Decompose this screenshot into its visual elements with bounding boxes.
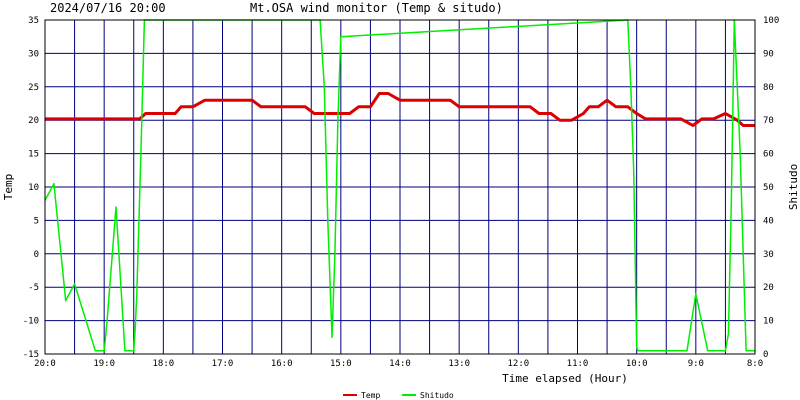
y-right-tick-label: 40 <box>763 216 774 226</box>
y-right-tick-label: 60 <box>763 150 774 160</box>
x-tick-label: 11:0 <box>567 359 589 369</box>
series-line-shitudo <box>44 19 755 352</box>
y-left-tick-label: 20 <box>28 116 39 126</box>
y-left-tick-label: 10 <box>28 183 39 193</box>
y-right-tick-label: 0 <box>763 350 768 360</box>
x-tick-label: 9:0 <box>688 359 704 369</box>
x-axis-label: Time elapsed (Hour) <box>502 372 628 385</box>
x-tick-label: 14:0 <box>389 359 411 369</box>
y-right-tick-label: 100 <box>763 16 779 26</box>
plot-frame <box>44 19 756 355</box>
y-left-tick-label: 5 <box>34 216 39 226</box>
x-tick-label: 20:0 <box>34 359 56 369</box>
chart-timestamp: 2024/07/16 20:00 <box>50 1 166 15</box>
x-tick-label: 18:0 <box>152 359 174 369</box>
y-left-tick-label: 35 <box>28 16 39 26</box>
y-left-tick-label: -5 <box>28 283 39 293</box>
x-tick-label: 15:0 <box>330 359 352 369</box>
y-left-tick-label: 30 <box>28 49 39 59</box>
series-line-temp <box>45 92 755 127</box>
y-axis-left-label: Temp <box>2 174 15 201</box>
x-tick-label: 17:0 <box>212 359 234 369</box>
y-right-tick-label: 20 <box>763 283 774 293</box>
y-right-tick-label: 90 <box>763 49 774 59</box>
chart-title: Mt.OSA wind monitor (Temp & situdo) <box>250 1 503 15</box>
y-right-tick-label: 70 <box>763 116 774 126</box>
legend-label-temp: Temp <box>361 391 380 400</box>
legend-label-shitudo: Shitudo <box>420 391 454 400</box>
y-left-tick-label: 0 <box>34 250 39 260</box>
y-right-tick-label: 10 <box>763 317 774 327</box>
y-left-tick-label: 25 <box>28 83 39 93</box>
series-layer <box>44 19 755 352</box>
y-left-tick-label: -10 <box>23 317 39 327</box>
y-right-tick-label: 80 <box>763 83 774 93</box>
y-left-tick-label: 15 <box>28 150 39 160</box>
y-right-tick-label: 30 <box>763 250 774 260</box>
x-tick-label: 12:0 <box>507 359 529 369</box>
x-tick-label: 13:0 <box>448 359 470 369</box>
x-tick-label: 10:0 <box>626 359 648 369</box>
x-tick-label: 8:0 <box>747 359 763 369</box>
x-tick-label: 19:0 <box>93 359 115 369</box>
x-tick-label: 16:0 <box>271 359 293 369</box>
legend: Temp Shitudo <box>343 391 454 400</box>
y-axis-right-label: Shitudo <box>787 164 800 210</box>
y-right-tick-label: 50 <box>763 183 774 193</box>
y-left-tick-label: -15 <box>23 350 39 360</box>
